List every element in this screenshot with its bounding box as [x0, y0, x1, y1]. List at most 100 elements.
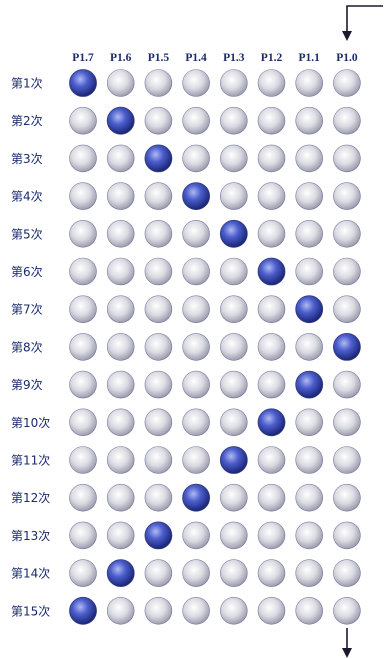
- led-row: 第7次: [11, 295, 361, 324]
- led-off: [257, 596, 286, 625]
- row-label: 第9次: [11, 378, 43, 392]
- led-row: 第8次: [11, 332, 361, 361]
- led-off: [69, 182, 97, 210]
- led-off: [257, 106, 286, 135]
- row-label: 第13次: [11, 529, 50, 543]
- led-off: [69, 144, 97, 173]
- led-off: [295, 596, 324, 625]
- column-label: P1.5: [148, 52, 170, 64]
- led-off: [295, 559, 324, 587]
- row-label: 第5次: [11, 227, 43, 241]
- led-off: [182, 596, 210, 625]
- led-off: [182, 257, 210, 286]
- led-lit: [182, 182, 211, 211]
- led-off: [182, 408, 210, 437]
- led-lit: [106, 559, 135, 587]
- led-off: [106, 220, 135, 248]
- led-off: [220, 144, 248, 173]
- row-label: 第2次: [11, 114, 43, 128]
- input-arrow: [342, 5, 383, 41]
- row-label: 第14次: [11, 567, 50, 581]
- led-off: [220, 483, 248, 512]
- led-off: [182, 220, 210, 248]
- led-lit: [257, 408, 286, 437]
- led-off: [257, 521, 286, 550]
- led-off: [257, 370, 286, 399]
- led-off: [295, 144, 324, 173]
- input-arrow-head: [342, 31, 352, 41]
- led-lit: [144, 144, 173, 173]
- led-off: [295, 521, 324, 550]
- led-off: [69, 483, 97, 512]
- column-label: P1.2: [261, 52, 283, 64]
- led-off: [257, 559, 286, 587]
- led-off: [333, 521, 361, 550]
- led-off: [144, 446, 173, 474]
- led-off: [182, 295, 210, 324]
- led-off: [295, 408, 324, 437]
- led-off: [333, 559, 361, 587]
- led-off: [69, 106, 97, 135]
- led-off: [144, 69, 173, 97]
- led-off: [69, 370, 97, 399]
- led-off: [144, 408, 173, 437]
- led-off: [220, 521, 248, 550]
- led-off: [106, 521, 135, 550]
- led-off: [106, 446, 135, 474]
- led-off: [295, 106, 324, 135]
- led-lit: [69, 596, 97, 625]
- led-off: [220, 596, 248, 625]
- led-off: [106, 408, 135, 437]
- input-arrow-line: [346, 5, 383, 33]
- led-off: [106, 483, 135, 512]
- row-label: 第10次: [11, 416, 50, 430]
- led-off: [220, 370, 248, 399]
- led-off: [144, 333, 173, 361]
- led-off: [106, 333, 135, 361]
- led-off: [144, 182, 173, 210]
- led-off: [144, 483, 173, 512]
- column-label: P1.0: [336, 52, 358, 64]
- output-arrow: [342, 628, 352, 658]
- led-lit: [295, 295, 324, 324]
- led-lit: [144, 521, 173, 550]
- led-off: [220, 257, 248, 286]
- column-labels: P1.7 P1.6 P1.5 P1.4 P1.3 P1.2 P1.1 P1.0: [72, 52, 358, 64]
- led-off: [295, 257, 324, 286]
- led-off: [182, 521, 210, 550]
- led-off: [69, 333, 97, 361]
- led-off: [257, 483, 286, 512]
- led-row: 第1次: [11, 69, 361, 97]
- led-off: [333, 182, 361, 210]
- led-off: [106, 69, 135, 97]
- led-row: 第13次: [11, 521, 361, 550]
- led-off: [69, 220, 97, 248]
- led-off: [333, 69, 361, 97]
- led-off: [333, 446, 361, 474]
- led-off: [295, 182, 324, 210]
- led-off: [257, 69, 286, 97]
- led-rows: 第1次第2次第3次第4次第5次第6次第7次第8次第9次第10次第11次第12次第…: [11, 69, 361, 625]
- column-label: P1.6: [110, 52, 132, 64]
- row-label: 第6次: [11, 265, 43, 279]
- led-off: [69, 408, 97, 437]
- row-label: 第12次: [11, 491, 50, 505]
- led-off: [257, 182, 286, 210]
- led-lit: [106, 106, 135, 135]
- led-row: 第14次: [11, 559, 361, 587]
- led-off: [144, 106, 173, 135]
- led-off: [106, 295, 135, 324]
- led-lit: [219, 219, 248, 248]
- led-off: [333, 596, 361, 625]
- led-off: [257, 144, 286, 173]
- led-off: [182, 144, 210, 173]
- led-off: [182, 559, 210, 587]
- led-off: [144, 295, 173, 324]
- column-label: P1.4: [185, 52, 207, 64]
- led-off: [295, 333, 324, 361]
- led-off: [333, 483, 361, 512]
- led-off: [295, 69, 324, 97]
- led-off: [257, 333, 286, 361]
- led-off: [220, 295, 248, 324]
